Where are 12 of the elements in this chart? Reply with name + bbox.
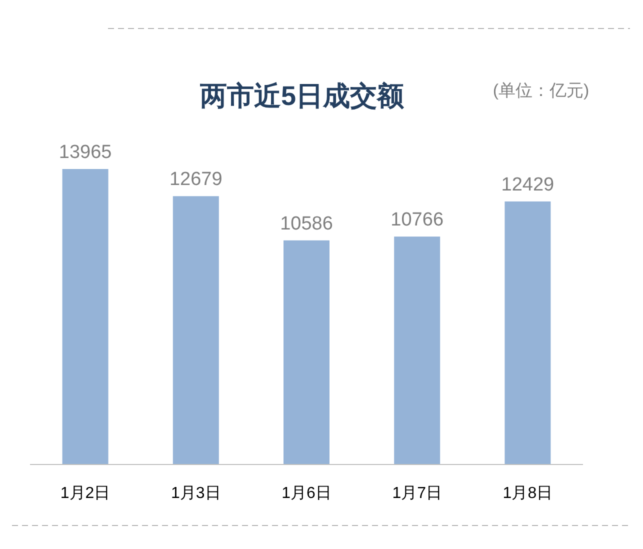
chart-title: 两市近5日成交额 [198,81,405,111]
chart-subtitle: (单位：亿元) [492,81,590,100]
data-label: 10586 [280,213,333,234]
data-label: 10766 [390,210,444,231]
x-tick-label: 1月2日 [60,485,110,502]
x-tick-label: 1月3日 [171,485,221,502]
data-label: 12679 [169,169,222,190]
x-tick-label: 1月7日 [392,485,442,502]
x-tick-label: 1月8日 [502,485,553,502]
data-label: 12429 [501,174,554,196]
data-label: 13965 [58,142,112,163]
x-tick-label: 1月6日 [282,485,332,502]
